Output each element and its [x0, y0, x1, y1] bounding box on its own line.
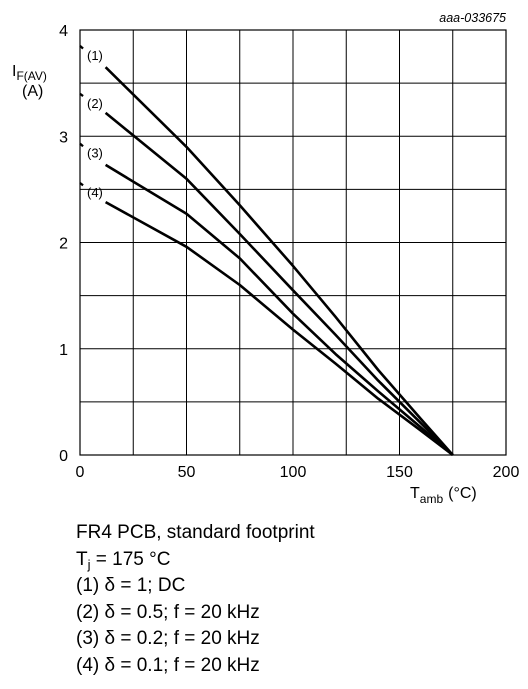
note-condition-2: (2) δ = 0.5; f = 20 kHz: [76, 601, 260, 623]
y-axis-label-main: I: [12, 63, 16, 80]
y-tick-label: 0: [59, 448, 68, 465]
y-tick-label: 1: [59, 342, 68, 359]
series-line-1: [104, 66, 454, 456]
x-tick-label: 100: [280, 464, 307, 481]
x-axis-label-unit: (°C): [448, 485, 477, 502]
note-condition-3: (3) δ = 0.2; f = 20 kHz: [76, 628, 260, 649]
chart-notes: FR4 PCB, standard footprint Tj = 175 °C …: [76, 520, 315, 679]
y-tick-label: 4: [59, 23, 68, 40]
y-tick-label: 3: [59, 129, 68, 146]
series-line-4: [104, 200, 454, 457]
grid: [80, 30, 506, 455]
derating-chart: (1) (2) (3) (4) 0 50 100 150 200 0 1 2 3 4 aaa-03367…: [12, 11, 519, 506]
x-tick-label: 50: [178, 464, 196, 481]
note-condition-4: (4) δ = 0.1; f = 20 kHz: [76, 654, 260, 676]
note-pcb: FR4 PCB, standard footprint: [76, 522, 315, 543]
tick-labels: 0 50 100 150 200 0 1 2 3 4: [59, 23, 519, 481]
note-tj-sub: j: [87, 556, 91, 572]
x-tick-label: 200: [493, 464, 520, 481]
curves: (1) (2) (3) (4): [79, 45, 454, 457]
note-condition-1: (1) δ = 1; DC: [76, 575, 186, 596]
series-line-3: [104, 163, 454, 456]
note-tj-main: T: [76, 548, 88, 570]
figure-id: aaa-033675: [439, 11, 506, 25]
y-tick-label: 2: [59, 236, 68, 253]
series-label-1: (1): [87, 48, 103, 63]
x-tick-label: 0: [76, 464, 85, 481]
note-tj-rest: = 175 °C: [90, 548, 171, 570]
x-axis-label-main: T: [410, 485, 420, 502]
series-label-4: (4): [87, 185, 103, 200]
series-label-2: (2): [87, 96, 103, 111]
x-tick-label: 150: [386, 464, 413, 481]
x-axis-label-sub: amb: [420, 492, 444, 506]
x-axis-label: Tamb (°C): [410, 485, 477, 506]
note-junction-temp: Tj = 175 °C: [76, 547, 315, 574]
y-axis-unit: (A): [22, 83, 43, 100]
series-label-3: (3): [87, 146, 103, 161]
series-line-2: [104, 111, 454, 456]
plot-frame: [79, 29, 507, 456]
y-axis-label: IF(AV): [12, 63, 47, 83]
y-axis-label-sub: F(AV): [16, 69, 46, 83]
